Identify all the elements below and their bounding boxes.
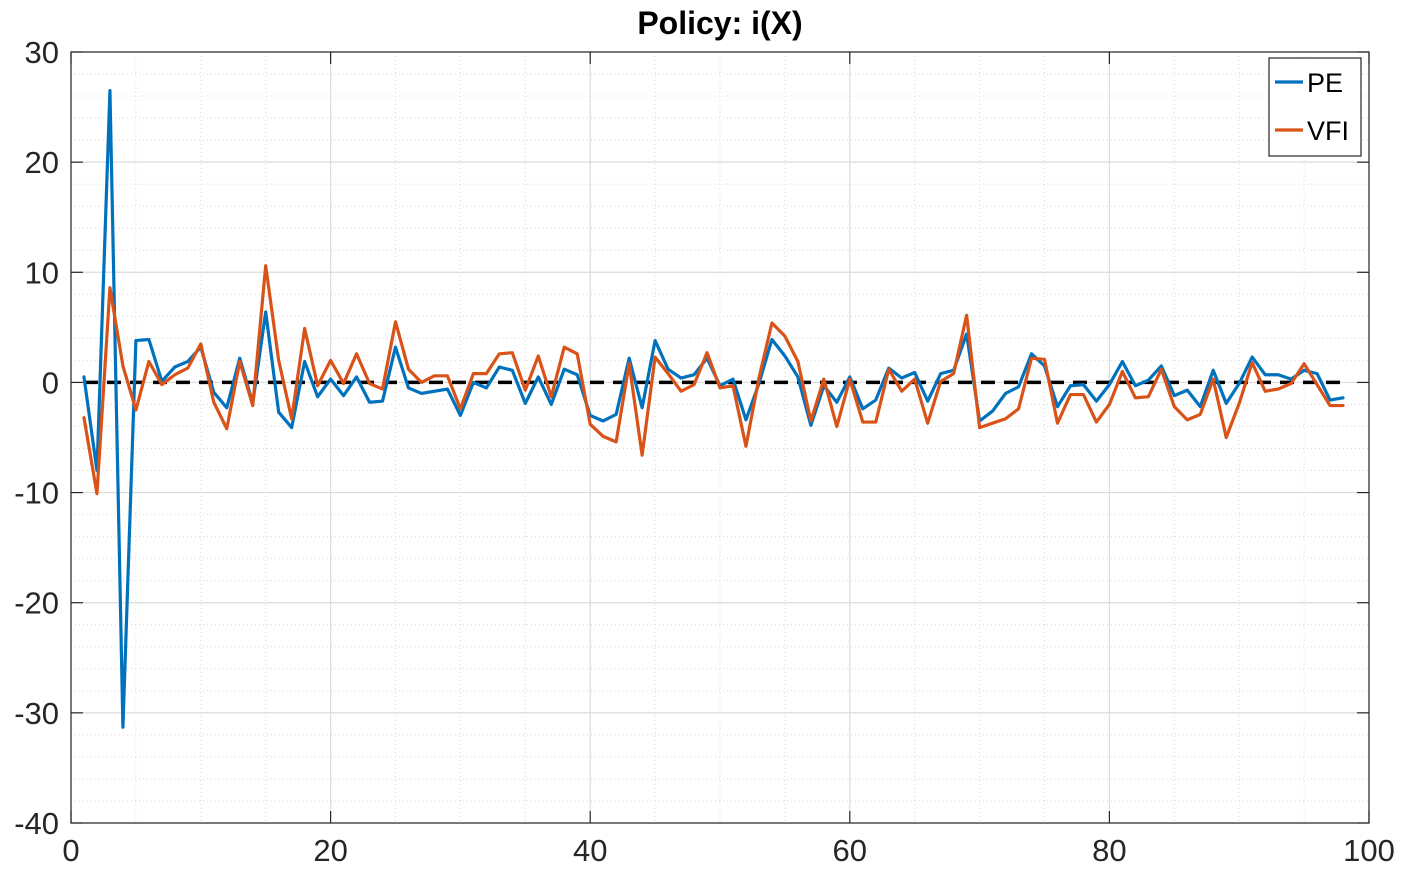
x-tick-label: 60: [833, 833, 867, 868]
axes-box: [70, 51, 1370, 824]
x-tick-label: 0: [62, 833, 79, 868]
y-tick-label: -20: [14, 586, 59, 621]
legend-box: [1268, 57, 1362, 157]
series-line-vfi: [82, 264, 1345, 496]
y-tick-label: -40: [14, 806, 59, 841]
y-tick-label: 10: [25, 255, 59, 290]
legend-label-vfi: VFI: [1307, 116, 1349, 146]
y-tick-label: 30: [25, 35, 59, 70]
chart-title: Policy: i(X): [637, 5, 802, 41]
y-tick-label: 0: [42, 365, 59, 400]
y-tick-label: -30: [14, 696, 59, 731]
x-tick-label: 100: [1343, 833, 1395, 868]
series-layer: [82, 88, 1345, 729]
legend: PE VFI: [1268, 57, 1362, 157]
x-tick-label: 80: [1092, 833, 1126, 868]
plot-area: [71, 52, 1369, 823]
tick-marks: [70, 51, 1370, 824]
y-tick-label: 20: [25, 145, 59, 180]
y-tick-label: -10: [14, 476, 59, 511]
legend-label-pe: PE: [1307, 68, 1343, 98]
y-axis-tick-labels: -40 -30 -20 -10 0 10 20 30: [14, 35, 59, 841]
x-tick-label: 20: [313, 833, 347, 868]
x-tick-label: 40: [573, 833, 607, 868]
x-axis-tick-labels: 0 20 40 60 80 100: [62, 833, 1394, 868]
